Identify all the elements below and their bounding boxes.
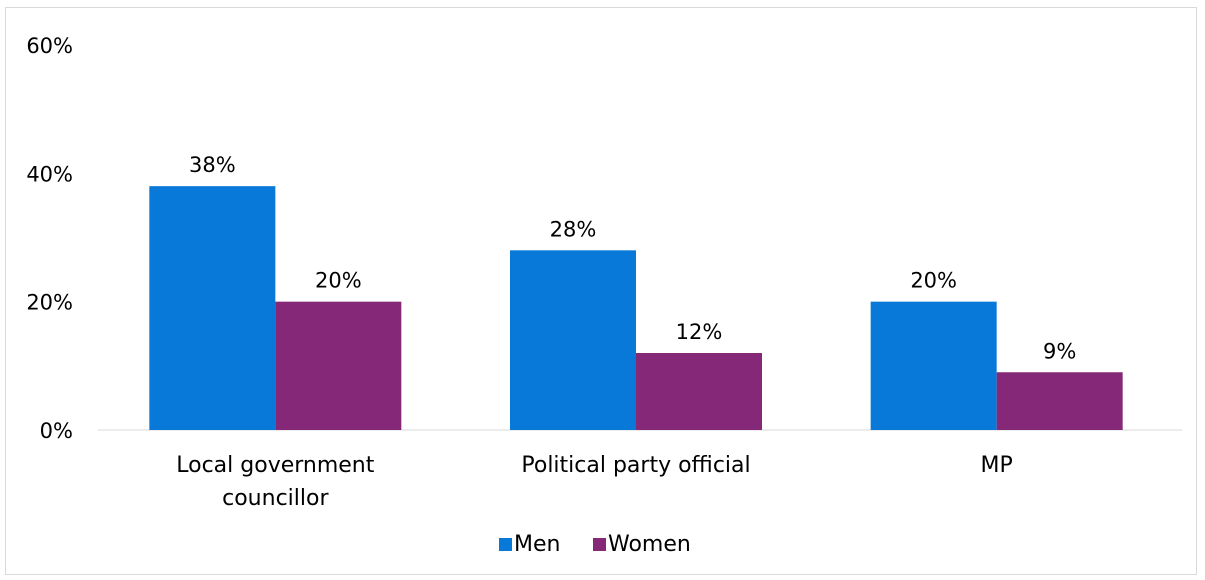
data-label: 9% [1043,339,1076,363]
data-label: 12% [676,320,723,344]
legend-label-women: Women [608,532,691,557]
bar-women-2 [996,372,1123,430]
legend: Men Women [499,532,691,557]
legend-swatch-men [499,538,512,551]
bar-women-0 [275,301,402,430]
data-label: 20% [315,269,362,293]
data-label: 38% [189,153,236,177]
bar-men-1 [510,250,636,430]
y-tick-label: 0% [40,419,73,443]
x-axis-category-labels: Local government councillor Political part… [176,453,1013,511]
y-tick-label: 40% [26,162,73,186]
bar-men-2 [870,301,997,430]
data-label: 28% [550,217,597,241]
x-category-label: MP [981,453,1013,478]
bar-series-group [149,186,1123,430]
y-tick-label: 20% [26,291,73,315]
x-category-label: Political party official [521,453,750,478]
data-label: 20% [910,269,957,293]
x-category-label: councillor [222,486,329,511]
bar-women-1 [636,353,762,430]
bar-men-0 [149,186,276,430]
legend-label-men: Men [514,532,560,557]
x-category-label: Local government [176,453,375,478]
legend-swatch-women [593,538,606,551]
y-axis-tick-labels: 0% 20% 40% 60% [26,34,73,443]
data-labels: 38% 20% 28% 12% 20% 9% [189,153,1076,363]
y-tick-label: 60% [26,34,73,58]
